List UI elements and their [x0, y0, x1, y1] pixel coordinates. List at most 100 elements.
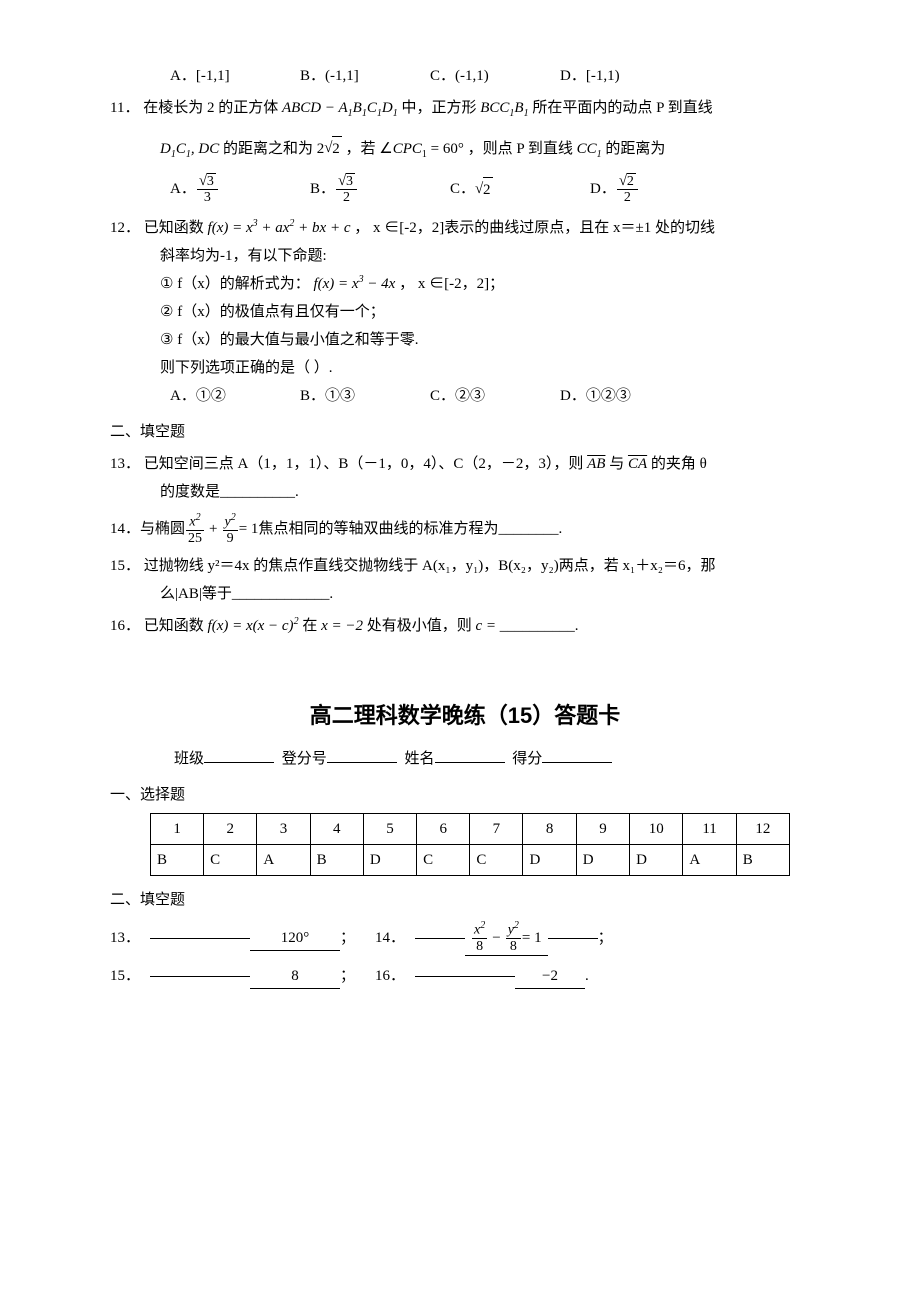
- q13-line2: 的度数是__________.: [160, 480, 820, 504]
- q13-stem: 13． 已知空间三点 A（1，1，1）、B（－1，0，4）、C（2，－2，3），…: [110, 452, 820, 476]
- q12-c1: ① f（x）的解析式为： f(x) = x3 − 4x ， x ∈[-2，2]；: [160, 272, 820, 296]
- lbl-regno: 登分号: [282, 751, 327, 767]
- q12-opt-d: D．①②③: [560, 384, 690, 408]
- q12-num: 12．: [110, 220, 140, 236]
- lbl-score: 得分: [512, 751, 542, 767]
- val-7: C: [470, 845, 523, 876]
- fill-row-13-14: 13． 120° ； 14． x28 − y28 = 1 ；: [110, 920, 820, 955]
- q11-math-a: ABCD − A1B1C1D1: [282, 100, 398, 116]
- hdr-4: 4: [310, 814, 363, 845]
- ans-15-blank-pre: [150, 976, 250, 977]
- val-10: D: [630, 845, 683, 876]
- q13-num: 13．: [110, 456, 140, 472]
- hdr-6: 6: [417, 814, 470, 845]
- q12-options: A．①② B．①③ C．②③ D．①②③: [170, 384, 820, 408]
- q11-text-b: 中，正方形: [401, 100, 476, 116]
- q10-options: A．[-1,1] B．(-1,1] C．(-1,1) D．[-1,1): [170, 64, 820, 88]
- q15-a: 过抛物线 y²＝4x 的焦点作直线交抛物线于 A(x₁，y₁)，B(x₂，y₂)…: [144, 558, 716, 574]
- q12-opt-c: C．②③: [430, 384, 560, 408]
- blank-score[interactable]: [542, 762, 612, 763]
- q16-fx: f(x) = x(x − c)2: [208, 618, 299, 634]
- ans-15-sep: ；: [340, 964, 355, 988]
- ans-13-val: 120°: [250, 926, 340, 951]
- q12-fx: f(x) = x3 + ax2 + bx + c: [208, 220, 351, 236]
- blank-class[interactable]: [204, 762, 274, 763]
- ans-14-sep: ；: [598, 926, 613, 950]
- q10-opt-c: C．(-1,1): [430, 64, 560, 88]
- q12-opt-a: A．①②: [170, 384, 300, 408]
- q11-line2-a: D1C1, DC: [160, 141, 219, 157]
- q12-b: ， x ∈[-2，2]表示的曲线过原点，且在 x＝±1 处的切线: [354, 220, 715, 236]
- q13-b: 的夹角 θ: [651, 456, 707, 472]
- q14-frac2: y2 9: [223, 512, 238, 546]
- q14-b: 焦点相同的等轴双曲线的标准方程为________.: [258, 517, 562, 541]
- hdr-1: 1: [151, 814, 204, 845]
- ans-14-no: 14．: [375, 926, 415, 950]
- hdr-7: 7: [470, 814, 523, 845]
- q13-vec-ca: CA: [628, 452, 647, 476]
- val-9: D: [576, 845, 629, 876]
- hdr-9: 9: [576, 814, 629, 845]
- section-2-title: 二、填空题: [110, 420, 820, 444]
- q15-line2: 么|AB|等于_____________.: [160, 582, 820, 606]
- val-1: B: [151, 845, 204, 876]
- q12-stem: 12． 已知函数 f(x) = x3 + ax2 + bx + c ， x ∈[…: [110, 216, 820, 240]
- hdr-12: 12: [736, 814, 789, 845]
- q11-stem: 11． 在棱长为 2 的正方体 ABCD − A1B1C1D1 中，正方形 BC…: [110, 96, 820, 122]
- q14-stem: 14． 与椭圆 x2 25 + y2 9 = 1 焦点相同的等轴双曲线的标准方程…: [110, 512, 820, 546]
- val-11: A: [683, 845, 736, 876]
- q11-opt-b: B． 3 2: [310, 173, 450, 206]
- ans-16-blank-pre: [415, 976, 515, 977]
- q16-c: 处有极小值，则: [367, 618, 476, 634]
- val-6: C: [417, 845, 470, 876]
- q12-c2: ② f（x）的极值点有且仅有一个；: [160, 300, 820, 324]
- blank-regno[interactable]: [327, 762, 397, 763]
- ans-13-blank-pre: [150, 938, 250, 939]
- ans-16-no: 16．: [375, 964, 415, 988]
- ans-15-no: 15．: [110, 964, 150, 988]
- ans-16-sep: .: [585, 964, 589, 988]
- answer-card-title: 高二理科数学晚练（15）答题卡: [110, 698, 820, 733]
- hdr-11: 11: [683, 814, 736, 845]
- q16-d: __________.: [500, 618, 579, 634]
- q16-b: 在: [302, 618, 321, 634]
- ans-section-1-title: 一、选择题: [110, 783, 820, 807]
- q11-line2-f: 的距离为: [605, 141, 665, 157]
- ans-14-blank-pre: [415, 938, 465, 939]
- hdr-2: 2: [204, 814, 257, 845]
- lbl-class: 班级: [174, 751, 204, 767]
- q12-c3: ③ f（x）的最大值与最小值之和等于零.: [160, 328, 820, 352]
- q11-opt-b-frac: 3 2: [336, 173, 357, 206]
- q14-eq: = 1: [239, 517, 259, 541]
- form-row: 班级 登分号 姓名 得分: [170, 747, 820, 771]
- q10-opt-b: B．(-1,1]: [300, 64, 430, 88]
- q11-angle: ∠CPC1 = 60°: [379, 141, 464, 157]
- q11-options: A． 3 3 B． 3 2 C． 2 D． 2 2: [170, 173, 820, 206]
- q11-line2-d: ，则点 P 到直线: [468, 141, 573, 157]
- q13-vec-ab: AB: [587, 452, 605, 476]
- q12-a: 已知函数: [144, 220, 204, 236]
- q16-stem: 16． 已知函数 f(x) = x(x − c)2 在 x = −2 处有极小值…: [110, 614, 820, 638]
- val-12: B: [736, 845, 789, 876]
- blank-name[interactable]: [435, 762, 505, 763]
- q16-cvar: c =: [476, 618, 497, 634]
- q10-opt-a: A．[-1,1]: [170, 64, 300, 88]
- val-3: A: [257, 845, 310, 876]
- q14-num: 14．: [110, 517, 140, 541]
- q11-opt-d-frac: 2 2: [617, 173, 638, 206]
- q13-a: 已知空间三点 A（1，1，1）、B（－1，0，4）、C（2，－2，3），则: [144, 456, 587, 472]
- ans-section-2-title: 二、填空题: [110, 888, 820, 912]
- q14-plus: +: [209, 517, 217, 541]
- q14-frac1: x2 25: [186, 512, 204, 546]
- q13-mid: 与: [609, 456, 628, 472]
- hdr-3: 3: [257, 814, 310, 845]
- val-8: D: [523, 845, 576, 876]
- val-5: D: [363, 845, 416, 876]
- table-row-header: 1 2 3 4 5 6 7 8 9 10 11 12: [151, 814, 790, 845]
- ans-15-val: 8: [250, 964, 340, 989]
- q16-a: 已知函数: [144, 618, 208, 634]
- q11-opt-a: A． 3 3: [170, 173, 310, 206]
- q11-num: 11．: [110, 100, 139, 116]
- q14-a: 与椭圆: [140, 517, 185, 541]
- q11-opt-d: D． 2 2: [590, 173, 730, 206]
